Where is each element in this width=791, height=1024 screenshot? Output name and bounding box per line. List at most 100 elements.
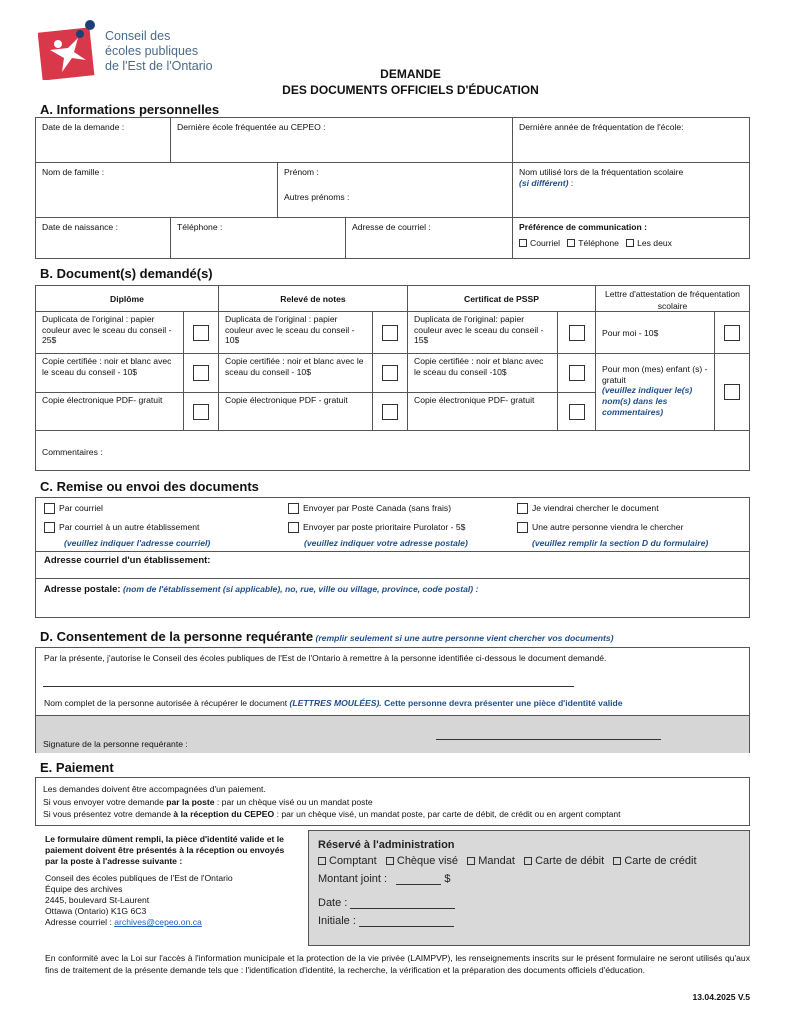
date-naissance-field[interactable]: Date de naissance :	[35, 217, 171, 259]
releve-option-checkbox[interactable]	[372, 311, 408, 354]
admin-box: Réservé à l'administration Comptant Chèq…	[308, 830, 750, 946]
montant-input[interactable]	[396, 884, 442, 885]
field-label: Commentaires :	[42, 447, 103, 457]
field-label: Prénom :	[284, 167, 319, 177]
field-label: Préférence de communication :	[519, 222, 647, 232]
diplome-option-label: Duplicata de l'original : papier couleur…	[35, 311, 184, 354]
derniere-ecole-field[interactable]: Dernière école fréquentée au CEPEO :	[170, 117, 513, 163]
autorisation-text: Par la présente, j'autorise le Conseil d…	[44, 653, 607, 663]
admin-credit-checkbox[interactable]: Carte de crédit	[613, 855, 697, 867]
instructions-text: Le formulaire dûment rempli, la pièce d'…	[45, 834, 285, 866]
cepeo-logo: Conseil des écoles publiques de l'Est de…	[38, 20, 228, 80]
option-courriel-etablissement[interactable]: Par courriel à un autre établissement	[44, 522, 199, 534]
adresse-postale-field[interactable]: Adresse postale: (nom de l'établissement…	[36, 578, 749, 618]
field-label: Date de la demande :	[42, 122, 125, 132]
field-label: :	[568, 177, 574, 188]
email-label: Adresse courriel :	[45, 917, 115, 927]
page-subtitle: DES DOCUMENTS OFFICIELS D'ÉDUCATION	[282, 83, 539, 97]
courriel-field[interactable]: Adresse de courriel :	[345, 217, 513, 259]
hint-courriel: (veuillez indiquer l'adresse courriel)	[64, 538, 211, 548]
logo-text: écoles publiques	[105, 44, 199, 58]
hint-section-d: (veuillez remplir la section D du formul…	[532, 538, 709, 548]
certificat-option-label: Copie électronique PDF- gratuit	[407, 392, 558, 431]
prenom-field[interactable]: Prénom : Autres prénoms :	[277, 162, 513, 218]
field-label: Autres prénoms :	[284, 191, 350, 202]
field-label: Dernière année de fréquentation de l'éco…	[519, 122, 684, 132]
admin-comptant-checkbox[interactable]: Comptant	[318, 855, 377, 867]
delivery-box: Par courriel Envoyer par Poste Canada (s…	[35, 497, 750, 618]
nom-famille-field[interactable]: Nom de famille :	[35, 162, 278, 218]
certificat-option-label: Duplicata de l'original: papier couleur …	[407, 311, 558, 354]
preference-field: Préférence de communication : Courriel T…	[512, 217, 750, 259]
certificat-option-checkbox[interactable]	[557, 353, 596, 393]
col-header-diplome: Diplôme	[35, 285, 219, 312]
col-header-lettre: Lettre d'attestation de fréquentation sc…	[595, 285, 750, 312]
releve-option-label: Copie certifiée : noir et blanc avec le …	[218, 353, 373, 393]
field-label: Dernière école fréquentée au CEPEO :	[177, 122, 326, 132]
diplome-option-label: Copie certifiée : noir et blanc avec le …	[35, 353, 184, 393]
option-poste-canada[interactable]: Envoyer par Poste Canada (sans frais)	[288, 503, 451, 515]
section-e-heading: E. Paiement	[40, 760, 114, 775]
signature-input[interactable]	[436, 739, 661, 740]
signature-area: Signature de la personne requérante :	[36, 715, 749, 753]
initiale-label: Initiale :	[318, 915, 356, 927]
admin-cheque-checkbox[interactable]: Chèque visé	[385, 855, 458, 867]
email-link[interactable]: archives@cepeo.on.ca	[114, 917, 202, 927]
hint-postale: (veuillez indiquer votre adresse postale…	[304, 538, 468, 548]
initiale-input[interactable]	[358, 926, 454, 927]
diplome-option-checkbox[interactable]	[183, 311, 219, 354]
field-label: Adresse de courriel :	[352, 222, 431, 232]
privacy-notice: En conformité avec la Loi sur l'accès à …	[45, 953, 750, 975]
signature-label: Signature de la personne requérante :	[43, 739, 188, 749]
releve-option-label: Copie électronique PDF - gratuit	[218, 392, 373, 431]
commentaires-field[interactable]: Commentaires :	[35, 430, 750, 471]
releve-option-checkbox[interactable]	[372, 353, 408, 393]
col-header-certificat: Certificat de PSSP	[407, 285, 596, 312]
address-line: Conseil des écoles publiques de l'Est de…	[45, 873, 233, 883]
diplome-option-label: Copie électronique PDF- gratuit	[35, 392, 184, 431]
field-hint: (si différent)	[519, 177, 569, 188]
option-viendrai-chercher[interactable]: Je viendrai chercher le document	[517, 503, 659, 515]
paiement-text: Si vous présentez votre demande à la réc…	[43, 809, 621, 819]
address-line: Équipe des archives	[45, 884, 123, 894]
diplome-option-checkbox[interactable]	[183, 392, 219, 431]
montant-label: Montant joint :	[318, 873, 388, 885]
option-purolator[interactable]: Envoyer par poste prioritaire Purolator …	[288, 522, 465, 534]
date-input[interactable]	[350, 908, 456, 909]
option-par-courriel[interactable]: Par courriel	[44, 503, 103, 515]
section-d-heading: D. Consentement de la personne requérant…	[40, 629, 614, 644]
derniere-annee-field[interactable]: Dernière année de fréquentation de l'éco…	[512, 117, 750, 163]
field-label: Téléphone :	[177, 222, 223, 232]
lettre-enfant-checkbox[interactable]	[714, 353, 750, 431]
logo-mark-icon	[38, 20, 95, 80]
option-autre-personne[interactable]: Une autre personne viendra le chercher	[517, 522, 683, 534]
currency-label: $	[444, 873, 451, 885]
page-title: DEMANDE	[380, 67, 441, 81]
nom-utilise-field[interactable]: Nom utilisé lors de la fréquentation sco…	[512, 162, 750, 218]
certificat-option-checkbox[interactable]	[557, 392, 596, 431]
field-label: Nom utilisé lors de la fréquentation sco…	[519, 167, 684, 177]
pref-deux-checkbox[interactable]: Les deux	[626, 238, 672, 248]
lettre-pour-moi: Pour moi - 10$	[595, 311, 715, 354]
releve-option-checkbox[interactable]	[372, 392, 408, 431]
adresse-courriel-field[interactable]: Adresse courriel d'un établissement:	[36, 551, 749, 578]
lettre-pour-moi-checkbox[interactable]	[714, 311, 750, 354]
paiement-text: Les demandes doivent être accompagnées d…	[43, 784, 266, 794]
logo-text: Conseil des	[105, 29, 171, 43]
nom-complet-input[interactable]	[43, 686, 574, 687]
section-a-heading: A. Informations personnelles	[40, 102, 220, 117]
certificat-option-checkbox[interactable]	[557, 311, 596, 354]
paiement-box: Les demandes doivent être accompagnées d…	[35, 777, 750, 826]
diplome-option-checkbox[interactable]	[183, 353, 219, 393]
pref-courriel-checkbox[interactable]: Courriel	[519, 238, 560, 248]
telephone-field[interactable]: Téléphone :	[170, 217, 346, 259]
admin-mandat-checkbox[interactable]: Mandat	[467, 855, 515, 867]
admin-debit-checkbox[interactable]: Carte de débit	[524, 855, 604, 867]
date-demande-field[interactable]: Date de la demande :	[35, 117, 171, 163]
pref-telephone-checkbox[interactable]: Téléphone	[567, 238, 619, 248]
nom-complet-label: Nom complet de la personne autorisée à r…	[44, 698, 623, 708]
lettre-enfant: Pour mon (mes) enfant (s) - gratuit (veui…	[595, 353, 715, 431]
section-c-heading: C. Remise ou envoi des documents	[40, 479, 259, 494]
section-b-heading: B. Document(s) demandé(s)	[40, 266, 213, 281]
logo-text: de l'Est de l'Ontario	[105, 59, 213, 73]
